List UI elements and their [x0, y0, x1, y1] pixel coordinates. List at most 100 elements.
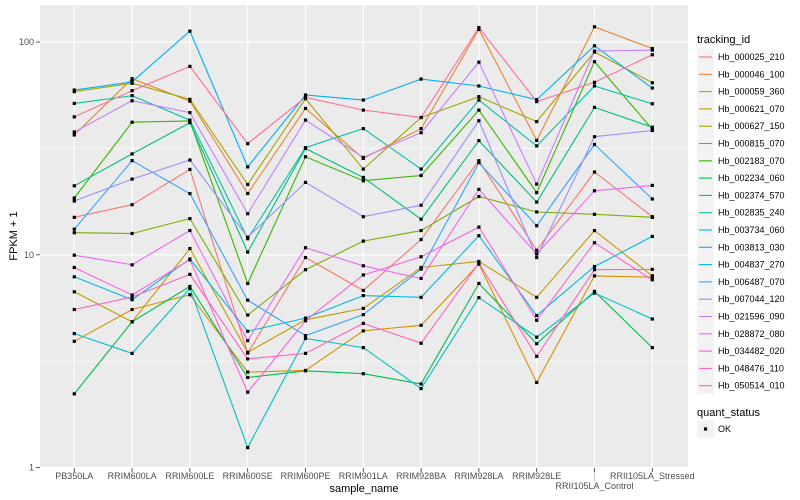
data-point — [246, 212, 250, 216]
legend-item: Hb_034482_020 — [697, 342, 785, 360]
data-point — [361, 372, 365, 376]
data-point — [419, 167, 423, 171]
data-point — [303, 106, 308, 110]
data-point — [303, 319, 308, 323]
data-point — [477, 108, 481, 112]
legend-label: Hb_000025_210 — [718, 52, 785, 62]
legend-point-icon — [703, 427, 708, 431]
data-point — [303, 118, 308, 122]
data-point — [188, 228, 192, 233]
legend-item: Hb_002183_070 — [697, 152, 785, 170]
data-point — [361, 321, 365, 325]
data-point — [188, 167, 192, 172]
data-point — [361, 179, 365, 183]
data-point — [303, 180, 308, 184]
data-point — [650, 53, 654, 57]
data-point — [650, 234, 654, 239]
data-point — [592, 212, 597, 216]
data-point — [188, 286, 192, 291]
data-point — [650, 81, 654, 85]
data-point — [188, 111, 192, 115]
data-point — [303, 146, 308, 150]
data-point — [419, 265, 423, 270]
legend-label: Hb_021596_090 — [718, 312, 785, 322]
y-axis: 1 10 100 — [19, 37, 40, 473]
data-point — [188, 99, 192, 103]
data-point — [592, 189, 597, 193]
data-point — [477, 139, 481, 143]
data-point — [535, 248, 539, 252]
legend-label: Hb_002234_060 — [718, 173, 785, 183]
data-point — [72, 332, 76, 336]
data-point — [592, 170, 597, 174]
legend-item: Hb_007044_120 — [697, 290, 785, 308]
data-point — [592, 142, 597, 147]
x-tick-label: PB350LA — [55, 471, 93, 481]
x-tick-label: RRII105LA_Stressed — [610, 471, 695, 481]
data-point — [592, 291, 597, 295]
data-point — [130, 80, 134, 84]
data-point — [419, 276, 423, 281]
data-point — [361, 108, 365, 112]
data-point — [361, 127, 365, 131]
data-point — [72, 101, 76, 105]
data-point — [535, 191, 539, 195]
data-point — [419, 131, 423, 135]
legend-item: Hb_000815_070 — [697, 135, 785, 152]
data-point — [246, 446, 250, 450]
data-point — [535, 313, 539, 318]
data-point — [477, 281, 481, 286]
data-point — [592, 80, 597, 84]
data-point — [246, 350, 250, 354]
data-point — [419, 255, 423, 259]
x-tick-label: RRIM928LA — [454, 471, 503, 481]
data-point — [303, 336, 308, 341]
data-point — [130, 307, 134, 312]
data-point — [477, 119, 481, 123]
data-point — [130, 120, 134, 124]
data-point — [535, 335, 539, 339]
data-point — [188, 158, 192, 162]
data-point — [130, 351, 134, 355]
legend-title: tracking_id — [697, 34, 750, 46]
data-point — [650, 274, 654, 278]
data-point — [246, 250, 250, 254]
y-tick-label: 100 — [19, 37, 34, 47]
data-point — [361, 215, 365, 219]
data-point — [650, 278, 654, 282]
legend-label: Hb_002183_070 — [718, 156, 785, 166]
data-point — [361, 306, 365, 310]
data-point — [246, 339, 250, 343]
data-point — [72, 130, 76, 134]
data-point — [130, 89, 134, 93]
legend-item: Hb_000025_210 — [697, 48, 785, 66]
x-tick-label: RRIM928BA — [396, 471, 446, 481]
x-tick-label: RRIM928LE — [512, 471, 561, 481]
legend-item: Hb_006487_070 — [697, 273, 785, 291]
x-tick-label: RRIM600PE — [280, 471, 330, 481]
data-point — [419, 203, 423, 207]
data-point — [303, 268, 308, 272]
data-point — [535, 210, 539, 214]
data-point — [72, 307, 76, 312]
data-point — [72, 196, 76, 200]
data-point — [246, 298, 250, 302]
data-point — [72, 392, 76, 396]
data-point — [650, 183, 654, 187]
data-point — [72, 215, 76, 219]
legend-label: Hb_003813_030 — [718, 242, 785, 252]
data-point — [188, 118, 192, 122]
data-point — [535, 119, 539, 124]
legend-label: Hb_007044_120 — [718, 294, 785, 304]
data-point — [592, 135, 597, 139]
data-point — [592, 44, 597, 48]
data-point — [188, 121, 192, 125]
data-point — [361, 288, 365, 293]
data-point — [188, 97, 192, 101]
legend-label: Hb_006487_070 — [718, 277, 785, 287]
legend-label: Hb_048476_110 — [718, 363, 784, 373]
data-point — [419, 77, 423, 81]
data-point — [650, 215, 654, 219]
data-point — [535, 100, 539, 104]
